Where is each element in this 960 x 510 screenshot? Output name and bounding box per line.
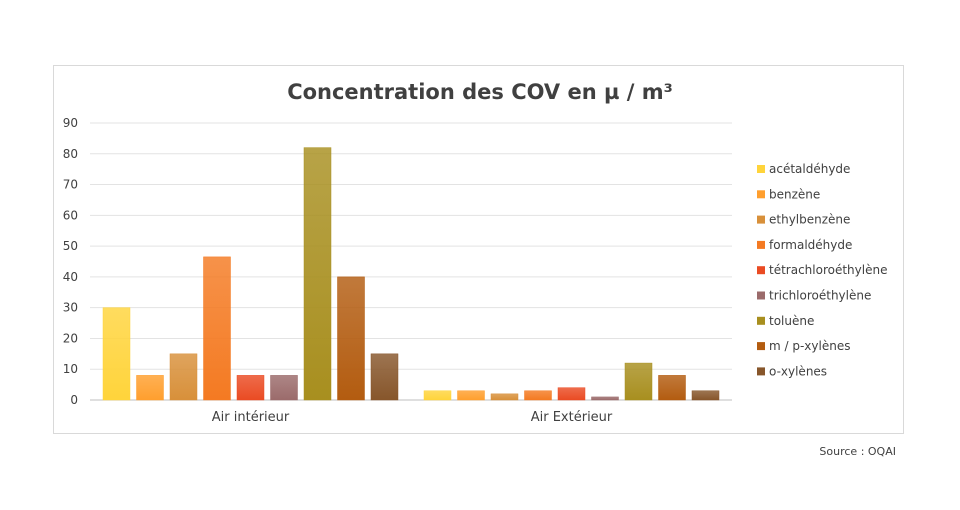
bar: [303, 147, 332, 401]
legend-swatch: [757, 165, 765, 173]
bar: [236, 375, 265, 401]
bar: [423, 390, 452, 401]
legend-label: formaldéhyde: [769, 238, 852, 252]
bar: [490, 393, 519, 401]
legend-label: acétaldéhyde: [769, 162, 850, 176]
y-tick-label: 40: [63, 270, 78, 284]
bar: [624, 362, 653, 401]
legend-swatch: [757, 291, 765, 300]
legend-swatch: [757, 190, 765, 199]
y-tick-label: 30: [63, 301, 78, 315]
bar: [169, 353, 198, 401]
x-axis: Air intérieur Air Extérieur: [212, 410, 613, 425]
legend-swatch: [757, 240, 765, 249]
chart-title: Concentration des COV en µ / m³: [287, 80, 673, 104]
bar: [691, 390, 720, 401]
legend-swatch: [757, 215, 765, 224]
bar: [270, 375, 298, 401]
y-tick-label: 10: [63, 362, 78, 376]
legend-swatch: [757, 316, 765, 325]
legend-label: benzène: [769, 187, 820, 201]
bar: [203, 256, 231, 401]
bar: [102, 307, 131, 401]
y-tick-label: 60: [63, 208, 78, 222]
legend-label: trichloroéthylène: [769, 289, 871, 303]
bar: [658, 375, 686, 401]
bar: [557, 387, 586, 401]
bar: [136, 375, 164, 401]
bars: [102, 147, 720, 401]
source-note: Source : OQAI: [819, 445, 896, 458]
legend-label: tétrachloroéthylène: [769, 263, 887, 277]
bar: [591, 396, 619, 401]
y-axis: 0 10 20 30 40 50 60 70 80 90: [63, 116, 78, 407]
legend-swatch: [757, 367, 765, 376]
legend: acétaldéhyde benzène ethylbenzène formaldéh…: [757, 162, 887, 378]
legend-label: toluène: [769, 314, 814, 328]
x-category-label: Air intérieur: [212, 410, 290, 425]
bar: [370, 353, 399, 401]
bar: [524, 390, 552, 401]
legend-swatch: [757, 266, 765, 275]
legend-label: o-xylènes: [769, 364, 827, 378]
bar: [337, 276, 365, 401]
legend-swatch: [757, 342, 765, 351]
legend-label: ethylbenzène: [769, 213, 850, 227]
y-tick-label: 50: [63, 239, 78, 253]
bar: [457, 390, 485, 401]
x-category-label: Air Extérieur: [531, 410, 613, 425]
legend-label: m / p-xylènes: [769, 339, 850, 353]
y-tick-label: 0: [70, 393, 78, 407]
y-tick-label: 20: [63, 331, 78, 345]
y-tick-label: 90: [63, 116, 78, 130]
y-tick-label: 80: [63, 147, 78, 161]
y-tick-label: 70: [63, 178, 78, 192]
